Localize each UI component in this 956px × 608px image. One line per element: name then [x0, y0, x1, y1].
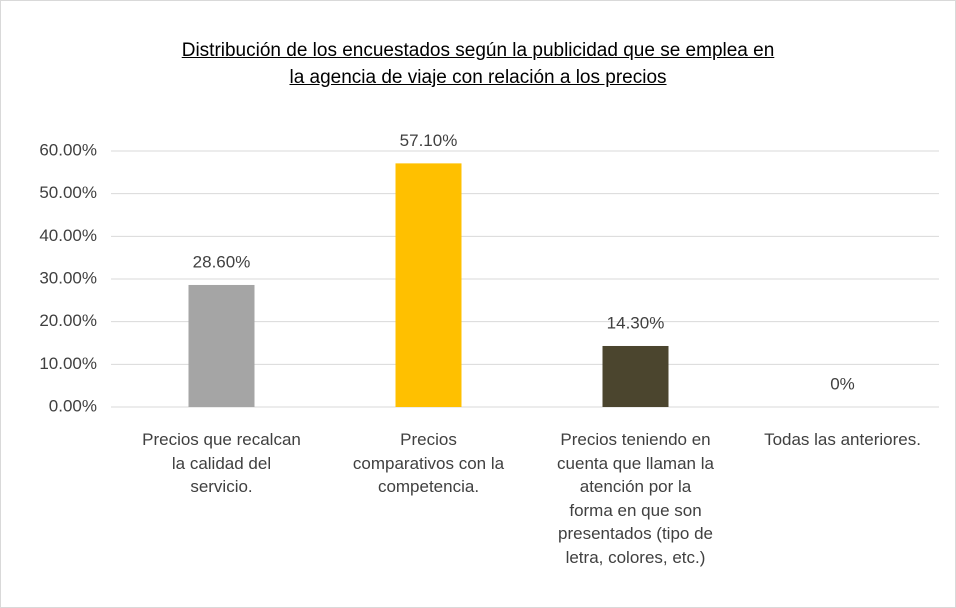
- chart-title: Distribución de los encuestados según la…: [181, 40, 775, 88]
- bar: [188, 284, 255, 407]
- y-tick-label: 50.00%: [39, 183, 97, 202]
- y-tick-label: 40.00%: [39, 226, 97, 245]
- y-tick-label: 30.00%: [39, 268, 97, 287]
- x-tick-label: Precios comparativos con la competencia.: [352, 430, 505, 496]
- x-tick-label: Precios teniendo en cuenta que llaman la…: [557, 430, 714, 567]
- value-label: 0%: [830, 374, 855, 393]
- x-tick-label: Todas las anteriores.: [764, 430, 921, 449]
- y-tick-label: 10.00%: [39, 354, 97, 373]
- value-label: 14.30%: [607, 313, 665, 332]
- value-label: 28.60%: [193, 252, 251, 271]
- y-tick-label: 0.00%: [49, 396, 97, 415]
- bar: [395, 163, 462, 407]
- x-tick-label: Precios que recalcan la calidad del serv…: [142, 430, 301, 496]
- y-tick-label: 20.00%: [39, 311, 97, 330]
- bar: [602, 345, 669, 407]
- y-tick-label: 60.00%: [39, 140, 97, 159]
- value-label: 57.10%: [400, 131, 458, 150]
